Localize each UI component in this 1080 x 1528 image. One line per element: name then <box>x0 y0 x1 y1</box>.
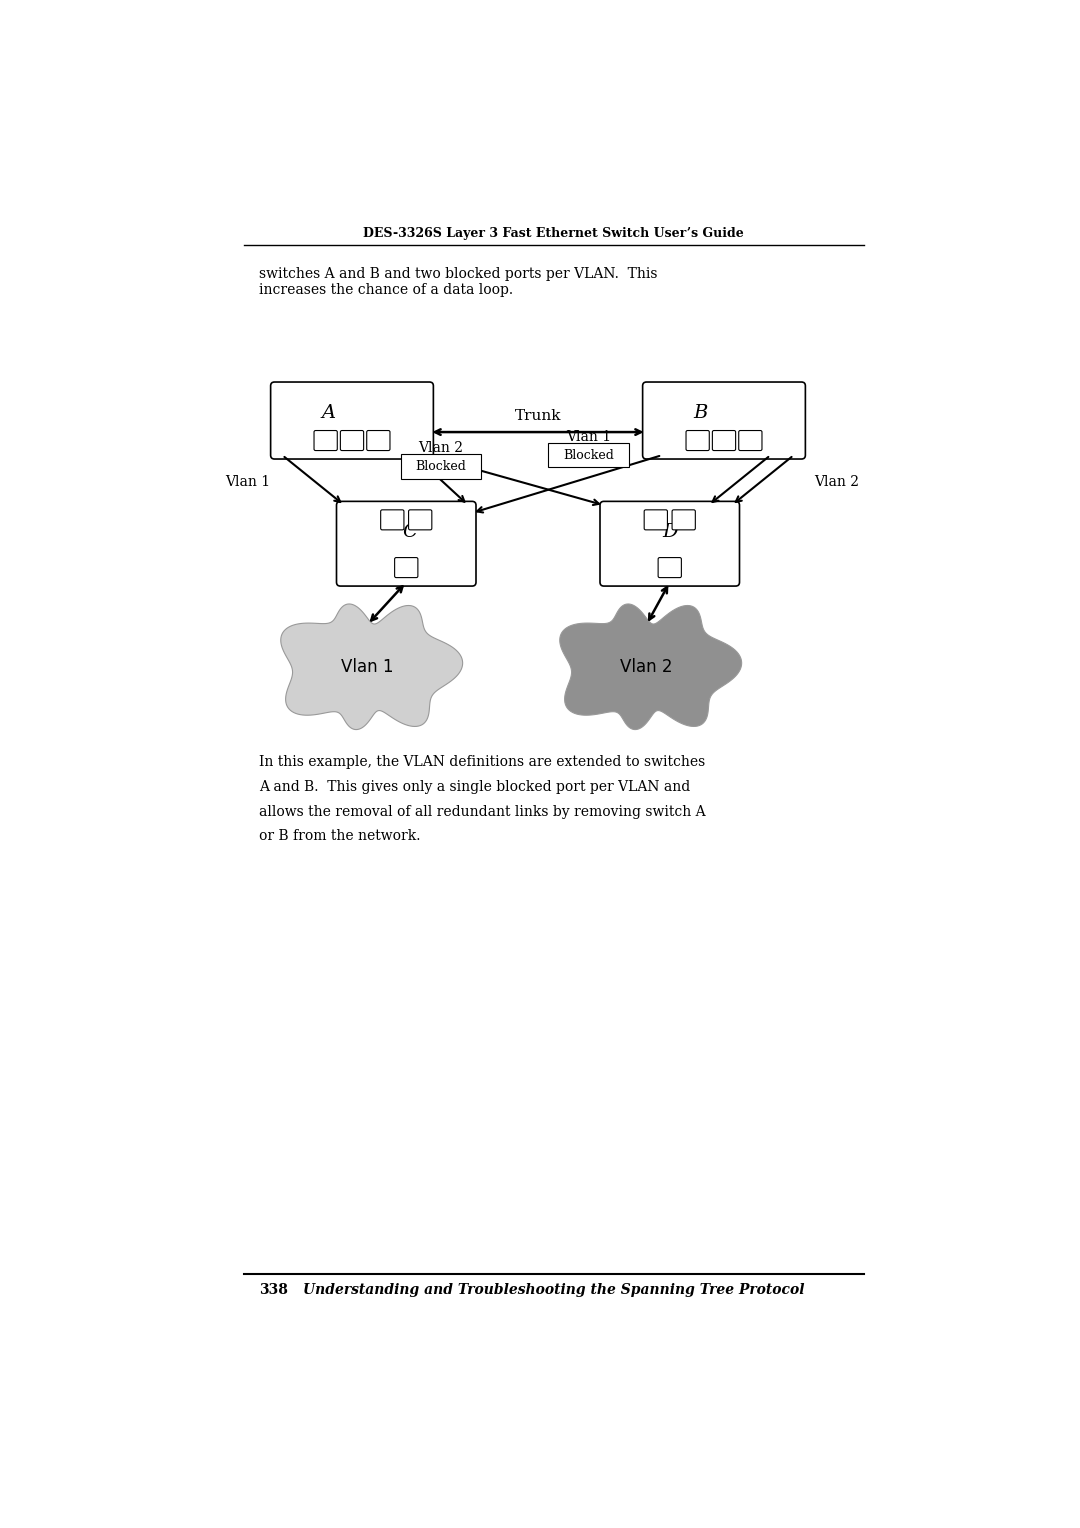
FancyBboxPatch shape <box>600 501 740 587</box>
Text: or B from the network.: or B from the network. <box>259 830 420 843</box>
FancyBboxPatch shape <box>337 501 476 587</box>
FancyBboxPatch shape <box>408 510 432 530</box>
FancyBboxPatch shape <box>271 382 433 458</box>
FancyBboxPatch shape <box>686 431 710 451</box>
Text: Blocked: Blocked <box>416 460 467 474</box>
Text: Vlan 1: Vlan 1 <box>566 429 611 443</box>
Text: Blocked: Blocked <box>563 449 613 461</box>
FancyBboxPatch shape <box>643 382 806 458</box>
FancyBboxPatch shape <box>644 510 667 530</box>
FancyBboxPatch shape <box>394 558 418 578</box>
Text: Trunk: Trunk <box>515 410 562 423</box>
FancyBboxPatch shape <box>739 431 762 451</box>
Text: Vlan 2: Vlan 2 <box>620 659 673 675</box>
Text: switches A and B and two blocked ports per VLAN.  This: switches A and B and two blocked ports p… <box>259 266 658 281</box>
FancyBboxPatch shape <box>340 431 364 451</box>
Polygon shape <box>281 604 462 729</box>
Text: A and B.  This gives only a single blocked port per VLAN and: A and B. This gives only a single blocke… <box>259 781 690 795</box>
FancyBboxPatch shape <box>401 454 482 480</box>
Text: B: B <box>693 403 707 422</box>
Text: A: A <box>322 403 336 422</box>
Text: Vlan 1: Vlan 1 <box>341 659 394 675</box>
Text: 338: 338 <box>259 1284 288 1297</box>
Text: increases the chance of a data loop.: increases the chance of a data loop. <box>259 284 513 298</box>
FancyBboxPatch shape <box>658 558 681 578</box>
FancyBboxPatch shape <box>314 431 337 451</box>
Text: allows the removal of all redundant links by removing switch A: allows the removal of all redundant link… <box>259 805 705 819</box>
Text: In this example, the VLAN definitions are extended to switches: In this example, the VLAN definitions ar… <box>259 755 705 770</box>
FancyBboxPatch shape <box>380 510 404 530</box>
Text: D: D <box>662 523 677 541</box>
Text: C: C <box>403 523 418 541</box>
Text: Vlan 2: Vlan 2 <box>419 442 463 455</box>
FancyBboxPatch shape <box>367 431 390 451</box>
Text: DES-3326S Layer 3 Fast Ethernet Switch User’s Guide: DES-3326S Layer 3 Fast Ethernet Switch U… <box>363 226 744 240</box>
Text: Understanding and Troubleshooting the Spanning Tree Protocol: Understanding and Troubleshooting the Sp… <box>302 1284 805 1297</box>
Text: Vlan 1: Vlan 1 <box>225 475 270 489</box>
FancyBboxPatch shape <box>713 431 735 451</box>
Text: Vlan 2: Vlan 2 <box>814 475 859 489</box>
FancyBboxPatch shape <box>672 510 696 530</box>
Polygon shape <box>559 604 742 729</box>
FancyBboxPatch shape <box>548 443 629 468</box>
